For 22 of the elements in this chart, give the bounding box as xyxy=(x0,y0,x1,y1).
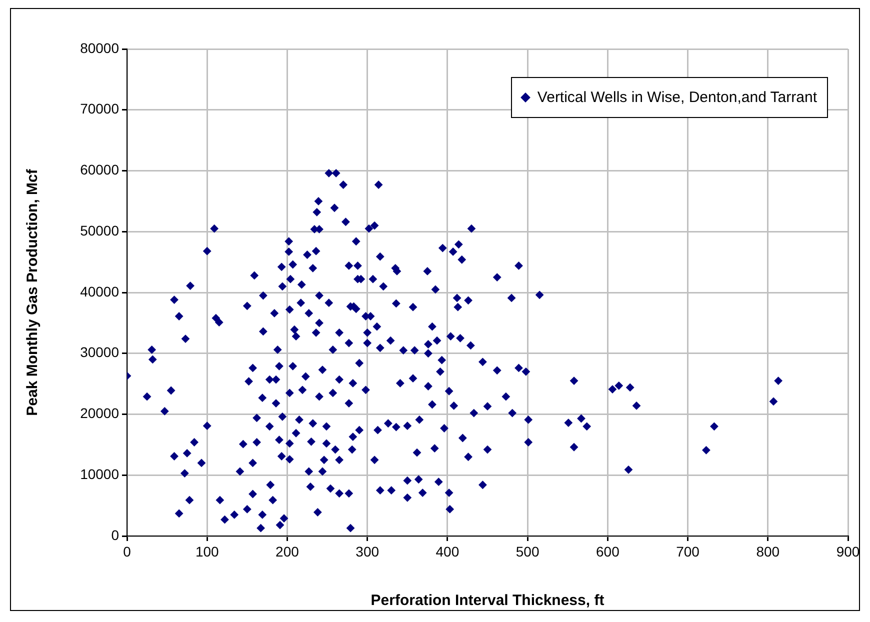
x-tick-label: 900 xyxy=(836,543,860,560)
x-axis-title: Perforation Interval Thickness, ft xyxy=(370,592,604,610)
x-tick-label: 400 xyxy=(436,543,460,560)
y-tick-label: 40000 xyxy=(80,283,120,300)
y-tick-label: 30000 xyxy=(80,344,120,360)
y-tick-label: 10000 xyxy=(80,466,120,482)
y-tick-label: 70000 xyxy=(80,100,120,117)
x-tick-label: 100 xyxy=(195,543,220,560)
x-tick-label: 0 xyxy=(123,543,132,560)
x-tick-label: 600 xyxy=(596,543,620,560)
y-tick-label: 0 xyxy=(111,526,120,543)
x-tick-label: 800 xyxy=(756,543,780,560)
x-tick-label: 500 xyxy=(516,543,540,560)
y-tick-label: 50000 xyxy=(80,222,120,238)
x-tick-label: 300 xyxy=(356,543,380,560)
y-tick-label: 80000 xyxy=(80,40,120,56)
y-tick-label: 20000 xyxy=(80,405,120,422)
y-axis-title: Peak Monthly Gas Production, Mcf xyxy=(24,168,42,416)
legend-label: Vertical Wells in Wise, Denton,and Tarrant xyxy=(537,89,817,106)
y-tick-label: 60000 xyxy=(80,162,120,178)
x-tick-label: 200 xyxy=(276,543,300,560)
x-tick-label: 700 xyxy=(676,543,700,560)
